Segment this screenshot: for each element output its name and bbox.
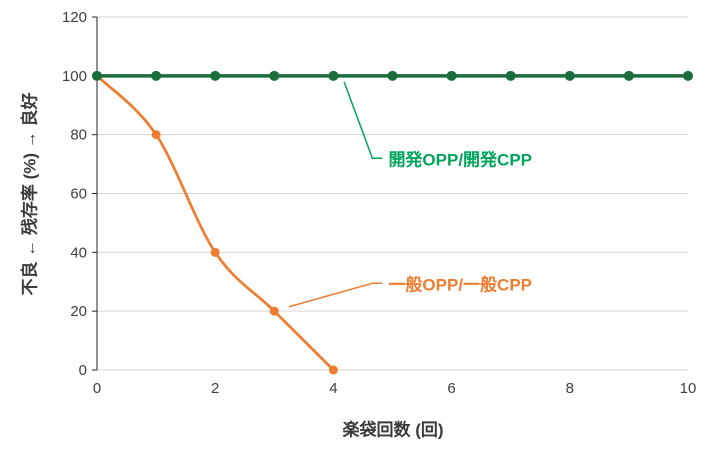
series-point (210, 247, 220, 257)
series-point (92, 70, 102, 81)
y-tick-label: 40 (70, 244, 87, 261)
series-point (210, 70, 221, 81)
y-tick-label: 80 (70, 127, 87, 144)
x-tick-label: 8 (566, 380, 574, 397)
series-point (505, 70, 516, 81)
series-point (328, 365, 338, 375)
callout-label-0: 開発OPP/開発CPP (388, 150, 533, 170)
callout-leader (343, 81, 383, 159)
series-point (151, 70, 162, 81)
y-tick-label: 100 (62, 68, 87, 85)
x-tick-label: 4 (329, 380, 337, 397)
y-tick-label: 20 (70, 303, 87, 320)
series-point (564, 70, 575, 81)
series-line (95, 74, 335, 372)
series-point (683, 70, 693, 81)
callout-leader (288, 282, 383, 308)
y-axis-title: 不良 ← 残存率 (%) → 良好 (20, 92, 40, 296)
y-tick-label: 120 (62, 9, 87, 26)
y-tick-label: 0 (79, 362, 87, 379)
series-point (269, 306, 279, 316)
callout-label-1: 一般OPP/一般CPP (388, 275, 533, 295)
series-point (387, 70, 398, 81)
x-tick-label: 2 (211, 380, 219, 397)
series-point (151, 130, 161, 140)
series-point (623, 70, 634, 81)
series-point (446, 70, 457, 81)
x-tick-label: 6 (447, 380, 455, 397)
x-axis-title: 楽袋回数 (回) (342, 420, 444, 440)
series-point (269, 70, 280, 81)
x-tick-label: 10 (680, 380, 697, 397)
series-point (328, 70, 339, 81)
x-tick-label: 0 (93, 380, 101, 397)
y-tick-label: 60 (70, 186, 87, 203)
